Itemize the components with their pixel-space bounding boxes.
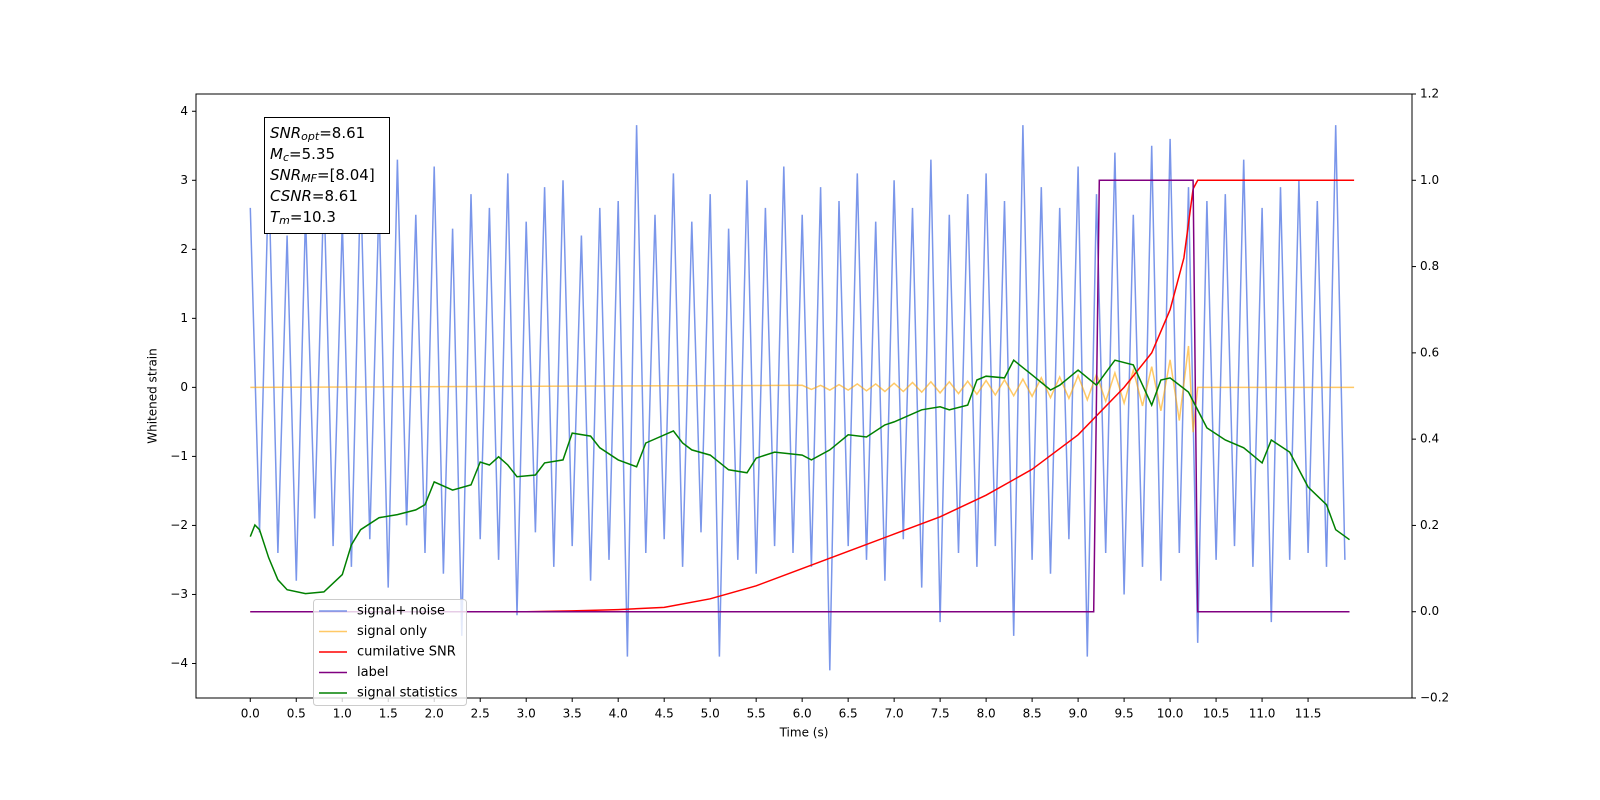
legend-label: signal+ noise (357, 604, 445, 619)
x-tick-label: 10.5 (1203, 707, 1230, 721)
legend-label: signal statistics (357, 686, 458, 701)
plot-area (249, 125, 1355, 671)
y2-tick-label: 0.0 (1420, 604, 1439, 618)
x-tick-label: 9.0 (1069, 707, 1088, 721)
x-tick-label: 0.0 (241, 707, 260, 721)
annotation-line: SNRopt=8.61 (270, 124, 365, 144)
y-tick-label: −3 (170, 587, 188, 601)
x-tick-label: 5.5 (747, 707, 766, 721)
y-tick-label: 0 (180, 380, 188, 394)
annotation-main: CSNR (270, 187, 312, 205)
x-tick-label: 7.5 (931, 707, 950, 721)
x-tick-label: 4.0 (609, 707, 628, 721)
x-tick-label: 2.5 (471, 707, 490, 721)
y2-tick-label: 1.0 (1420, 173, 1439, 187)
x-tick-label: 7.0 (885, 707, 904, 721)
axes-frame (195, 93, 1413, 699)
series-line (250, 179, 1355, 613)
y2-tick-label: −0.2 (1420, 691, 1449, 705)
annotation-value: =8.61 (319, 124, 365, 142)
y-tick-label: −1 (170, 449, 188, 463)
y2-tick-label: 0.4 (1420, 432, 1439, 446)
legend-box (313, 599, 467, 706)
x-tick-label: 3.5 (563, 707, 582, 721)
annotation-box (264, 117, 390, 234)
annotation-line: Mc=5.35 (270, 145, 335, 165)
annotation-sub: m (279, 214, 290, 227)
annotation-main: SNR (270, 124, 301, 142)
x-tick-label: 0.5 (287, 707, 306, 721)
x-tick-label: 1.5 (379, 707, 398, 721)
legend-label: cumilative SNR (357, 645, 456, 660)
annotation-main: M (270, 145, 283, 163)
series-line (250, 345, 1355, 433)
series-line (249, 359, 1350, 595)
annotation-main: SNR (270, 166, 301, 184)
annotation-line: Tm=10.3 (270, 208, 336, 228)
y-tick-label: 4 (180, 104, 188, 118)
y-tick-label: 2 (180, 242, 188, 256)
annotation-line: CSNR=8.61 (270, 187, 358, 205)
legend-label: label (357, 665, 388, 680)
x-tick-label: 4.5 (655, 707, 674, 721)
x-tick-label: 10.0 (1157, 707, 1184, 721)
annotation-sub: MF (301, 172, 317, 185)
annotation-value: =[8.04] (317, 166, 375, 184)
y2-tick-label: 0.8 (1420, 259, 1439, 273)
x-tick-label: 6.5 (839, 707, 858, 721)
series-line (249, 125, 1346, 671)
series-line (250, 179, 1350, 613)
x-tick-label: 1.0 (333, 707, 352, 721)
x-tick-label: 8.0 (977, 707, 996, 721)
x-tick-label: 2.0 (425, 707, 444, 721)
legend-label: signal only (357, 624, 427, 639)
y-tick-label: 3 (180, 173, 188, 187)
x-tick-label: 9.5 (1115, 707, 1134, 721)
y-tick-label: 1 (180, 311, 188, 325)
y2-tick-label: 0.6 (1420, 345, 1439, 359)
annotation-sub: opt (301, 130, 320, 143)
annotation-value: =8.61 (312, 187, 358, 205)
annotation-value: =5.35 (289, 145, 335, 163)
annotation-value: =10.3 (290, 208, 336, 226)
y-tick-label: −4 (170, 656, 188, 670)
y2-tick-label: 0.2 (1420, 518, 1439, 532)
x-tick-label: 8.5 (1023, 707, 1042, 721)
x-tick-label: 5.0 (701, 707, 720, 721)
annotation-main: T (270, 208, 281, 226)
x-tick-label: 11.0 (1249, 707, 1276, 721)
x-tick-label: 11.5 (1295, 707, 1322, 721)
annotation-line: SNRMF=[8.04] (270, 166, 375, 186)
x-axis-label: Time (s) (779, 726, 829, 740)
x-tick-label: 3.0 (517, 707, 536, 721)
annotation-sub: c (283, 151, 289, 164)
x-tick-label: 6.0 (793, 707, 812, 721)
y2-tick-label: 1.2 (1420, 87, 1439, 101)
y-axis-label: Whitened strain (146, 348, 160, 444)
y-tick-label: −2 (170, 518, 188, 532)
